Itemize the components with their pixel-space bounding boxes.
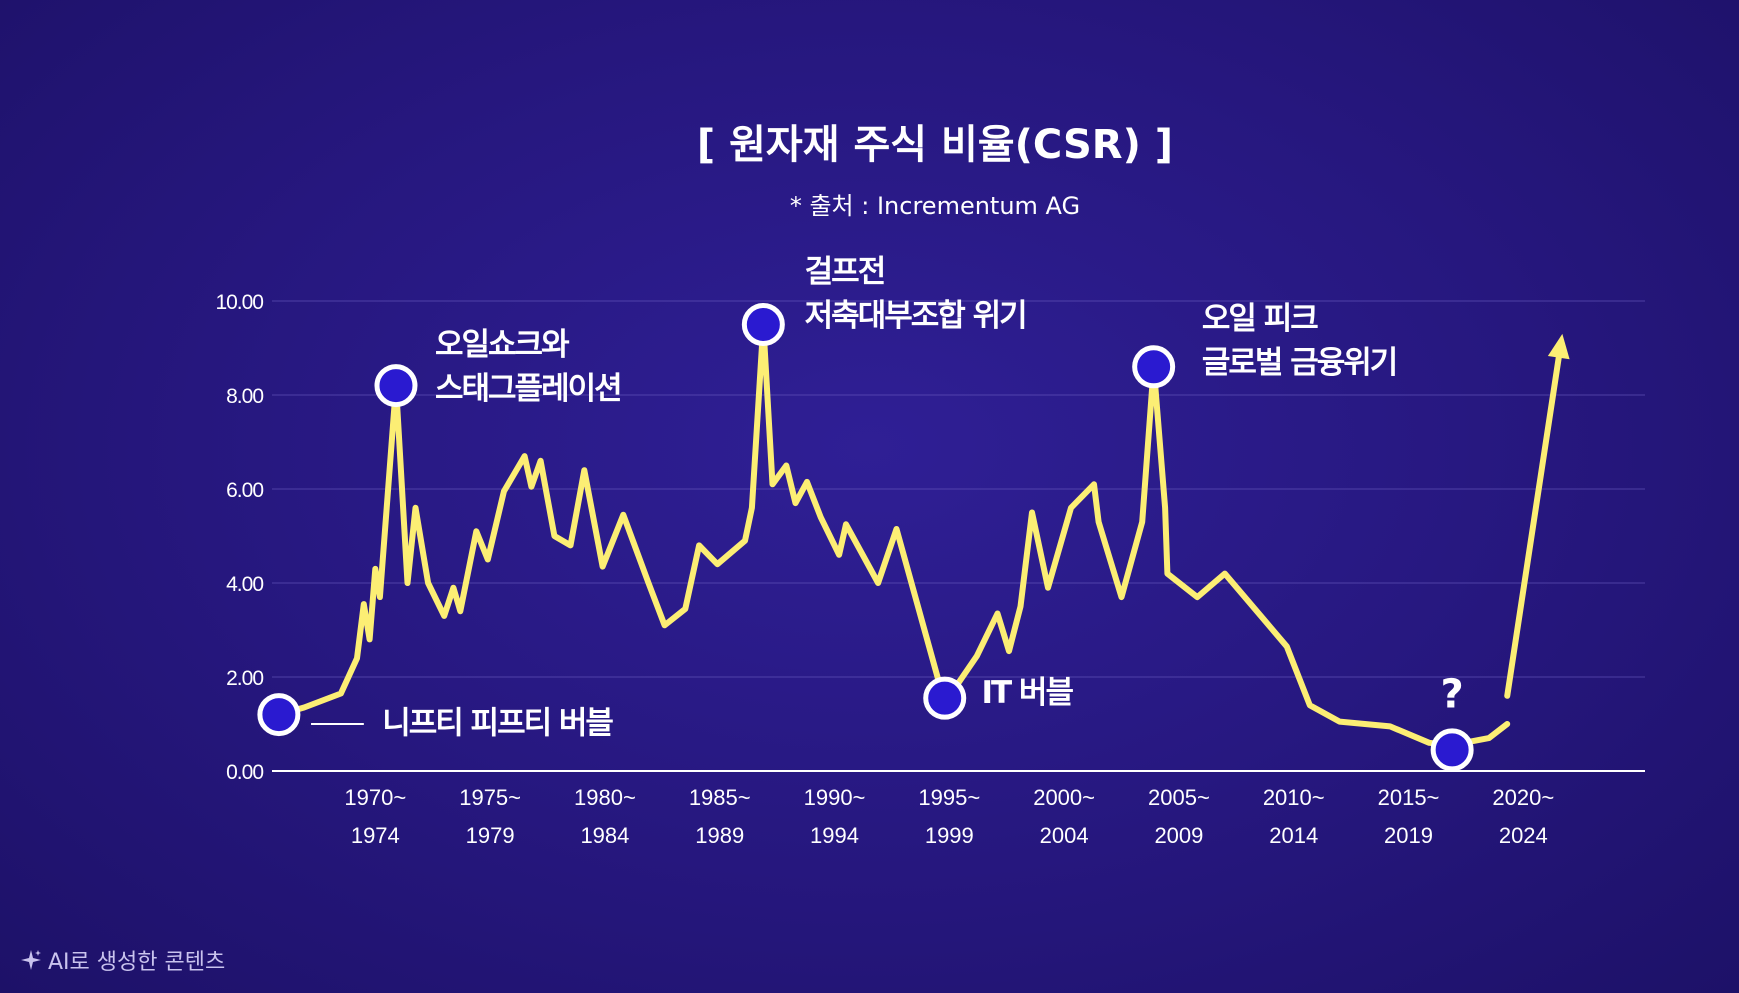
event-marker xyxy=(1132,345,1176,389)
chart-title: [ 원자재 주식 비율(CSR) ] xyxy=(697,122,1173,168)
x-tick-label: 1974 xyxy=(351,823,400,848)
x-axis-ticks: 1970~ 1974 1975~ 1979 1980~ 1984 1985~ 1989 1990… xyxy=(344,785,1554,848)
y-tick-label: 0.00 xyxy=(226,761,263,784)
marker-layer xyxy=(257,303,1474,772)
x-tick-label: 1995~ xyxy=(918,785,980,810)
x-tick-label: 2005~ xyxy=(1148,785,1210,810)
x-tick-label: 1970~ xyxy=(344,785,406,810)
y-axis-ticks: 10.00 8.00 6.00 4.00 2.00 0.00 xyxy=(215,291,264,784)
x-tick-label: 2019 xyxy=(1384,823,1433,848)
annotation-label: 오일 피크 xyxy=(1202,301,1318,337)
y-tick-label: 8.00 xyxy=(226,385,263,408)
x-tick-label: 1994 xyxy=(810,823,859,848)
annotation-label: IT 버블 xyxy=(981,675,1073,711)
x-tick-label: 2009 xyxy=(1154,823,1203,848)
x-tick-label: 1985~ xyxy=(689,785,751,810)
csr-series-line xyxy=(275,321,1511,749)
annotation-label: 스태그플레이션 xyxy=(435,371,621,407)
event-marker xyxy=(1430,728,1474,772)
sparkle-icon xyxy=(21,950,41,970)
x-tick-label: 2004 xyxy=(1040,823,1089,848)
trend-arrow-shaft xyxy=(1504,354,1562,699)
y-tick-label: 10.00 xyxy=(215,291,263,314)
x-tick-label: 1980~ xyxy=(574,785,636,810)
annotation-label: 니프티 피프티 버블 xyxy=(382,705,613,741)
x-tick-label: 2020~ xyxy=(1492,785,1554,810)
annotation-label: 걸프전 xyxy=(805,254,885,290)
trend-arrow-head xyxy=(1547,333,1570,360)
annotation-label: 글로벌 금융위기 xyxy=(1202,345,1396,381)
grid-layer xyxy=(272,300,1645,772)
event-marker xyxy=(257,693,301,737)
event-marker xyxy=(923,676,967,720)
x-tick-label: 2000~ xyxy=(1033,785,1095,810)
x-tick-label: 2010~ xyxy=(1263,785,1325,810)
x-tick-label: 2015~ xyxy=(1378,785,1440,810)
y-tick-label: 4.00 xyxy=(226,573,263,596)
x-tick-label: 1984 xyxy=(580,823,629,848)
chart-subtitle: * 출처 : Incrementum AG xyxy=(790,192,1080,220)
ai-watermark: AI로 생성한 콘텐츠 xyxy=(20,944,225,976)
event-marker xyxy=(374,364,418,408)
annotation-label: 저축대부조합 위기 xyxy=(805,298,1026,334)
y-tick-label: 6.00 xyxy=(226,479,263,502)
x-tick-label: 1975~ xyxy=(459,785,521,810)
series-layer xyxy=(275,321,1570,749)
x-tick-label: 2024 xyxy=(1499,823,1548,848)
x-tick-label: 1979 xyxy=(466,823,515,848)
annotation-label: 오일쇼크와 xyxy=(435,327,570,363)
x-tick-label: 1999 xyxy=(925,823,974,848)
x-tick-label: 1989 xyxy=(695,823,744,848)
x-tick-label: 1990~ xyxy=(804,785,866,810)
event-marker xyxy=(741,303,785,346)
x-tick-label: 2014 xyxy=(1269,823,1318,848)
y-tick-label: 2.00 xyxy=(226,667,263,690)
watermark-text: AI로 생성한 콘텐츠 xyxy=(48,950,226,975)
question-mark-label: ? xyxy=(1441,672,1464,718)
